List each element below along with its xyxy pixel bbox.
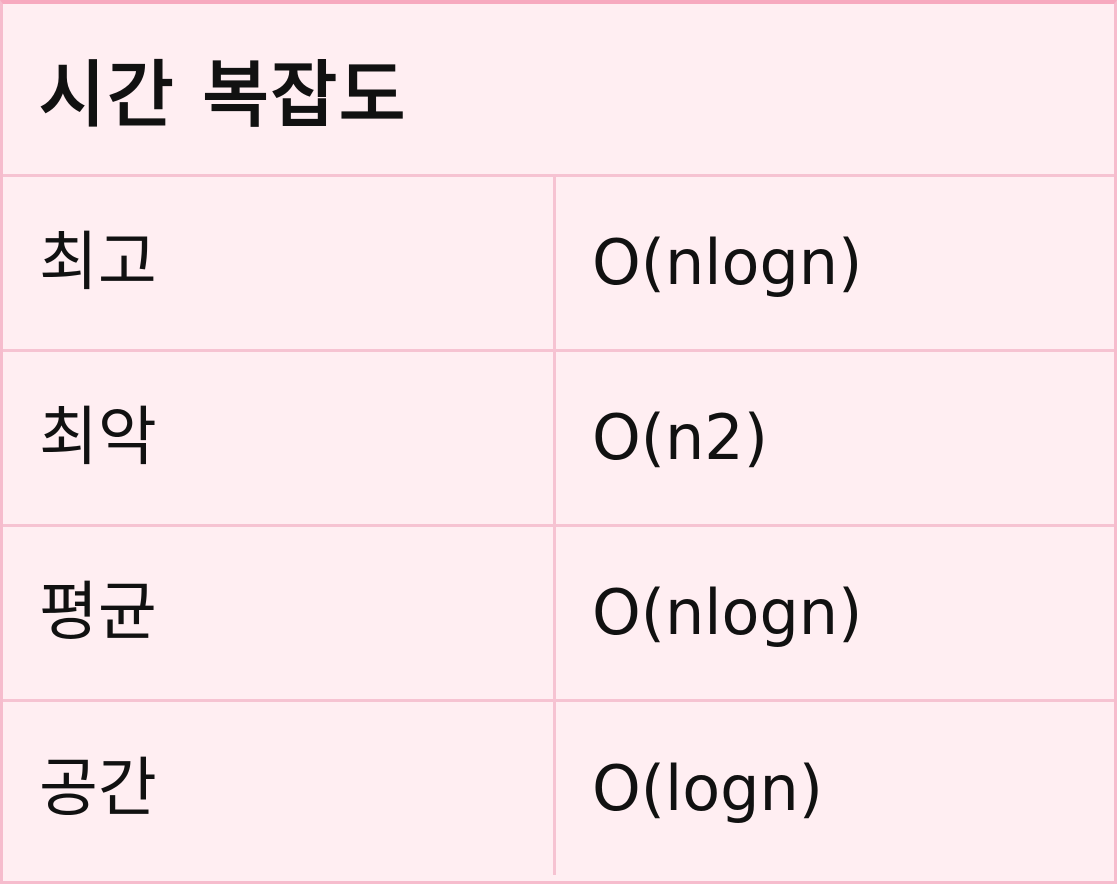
table-row: 공간 O(logn) [3, 702, 1114, 875]
table-body: 최고 O(nlogn) 최악 O(n2) 평균 O(nlogn) 공간 O(lo… [3, 177, 1114, 875]
row-label-average: 평균 [3, 527, 556, 699]
table-row: 최고 O(nlogn) [3, 177, 1114, 352]
row-value-best: O(nlogn) [592, 226, 863, 299]
row-value-space: O(logn) [592, 751, 823, 825]
row-value-average: O(nlogn) [592, 576, 863, 649]
row-value-worst: O(n2) [592, 401, 768, 474]
table-title: 시간 복잡도 [39, 53, 408, 137]
row-label-best: 최고 [3, 177, 556, 349]
row-label-worst: 최악 [3, 352, 556, 524]
table-header: 시간 복잡도 [3, 4, 1114, 177]
table-row: 최악 O(n2) [3, 352, 1114, 527]
table-row: 평균 O(nlogn) [3, 527, 1114, 702]
row-label-space: 공간 [3, 702, 556, 875]
